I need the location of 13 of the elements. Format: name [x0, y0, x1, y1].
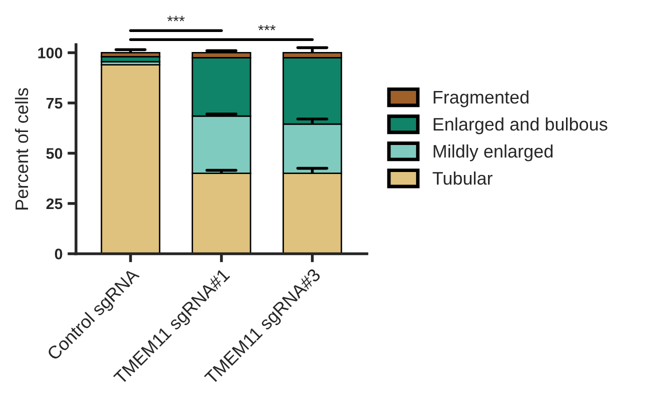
- y-tick-label: 75: [46, 98, 62, 109]
- legend-label: Fragmented: [434, 90, 528, 108]
- y-tick-label: 25: [46, 198, 62, 210]
- y-tick-label: 100: [38, 48, 62, 58]
- legend-label: Enlarged and bulbous: [434, 117, 608, 134]
- text: ***: [258, 24, 276, 30]
- legend-label: Tubular: [432, 171, 492, 185]
- y-tick-label: 50: [46, 148, 62, 159]
- y-tick-label: 0: [54, 248, 62, 260]
- text: ***: [167, 16, 185, 22]
- legend-label: Mildly enlarged: [434, 144, 553, 162]
- bar: [100, 64, 160, 254]
- y-axis-title: Percent of cells: [14, 88, 28, 210]
